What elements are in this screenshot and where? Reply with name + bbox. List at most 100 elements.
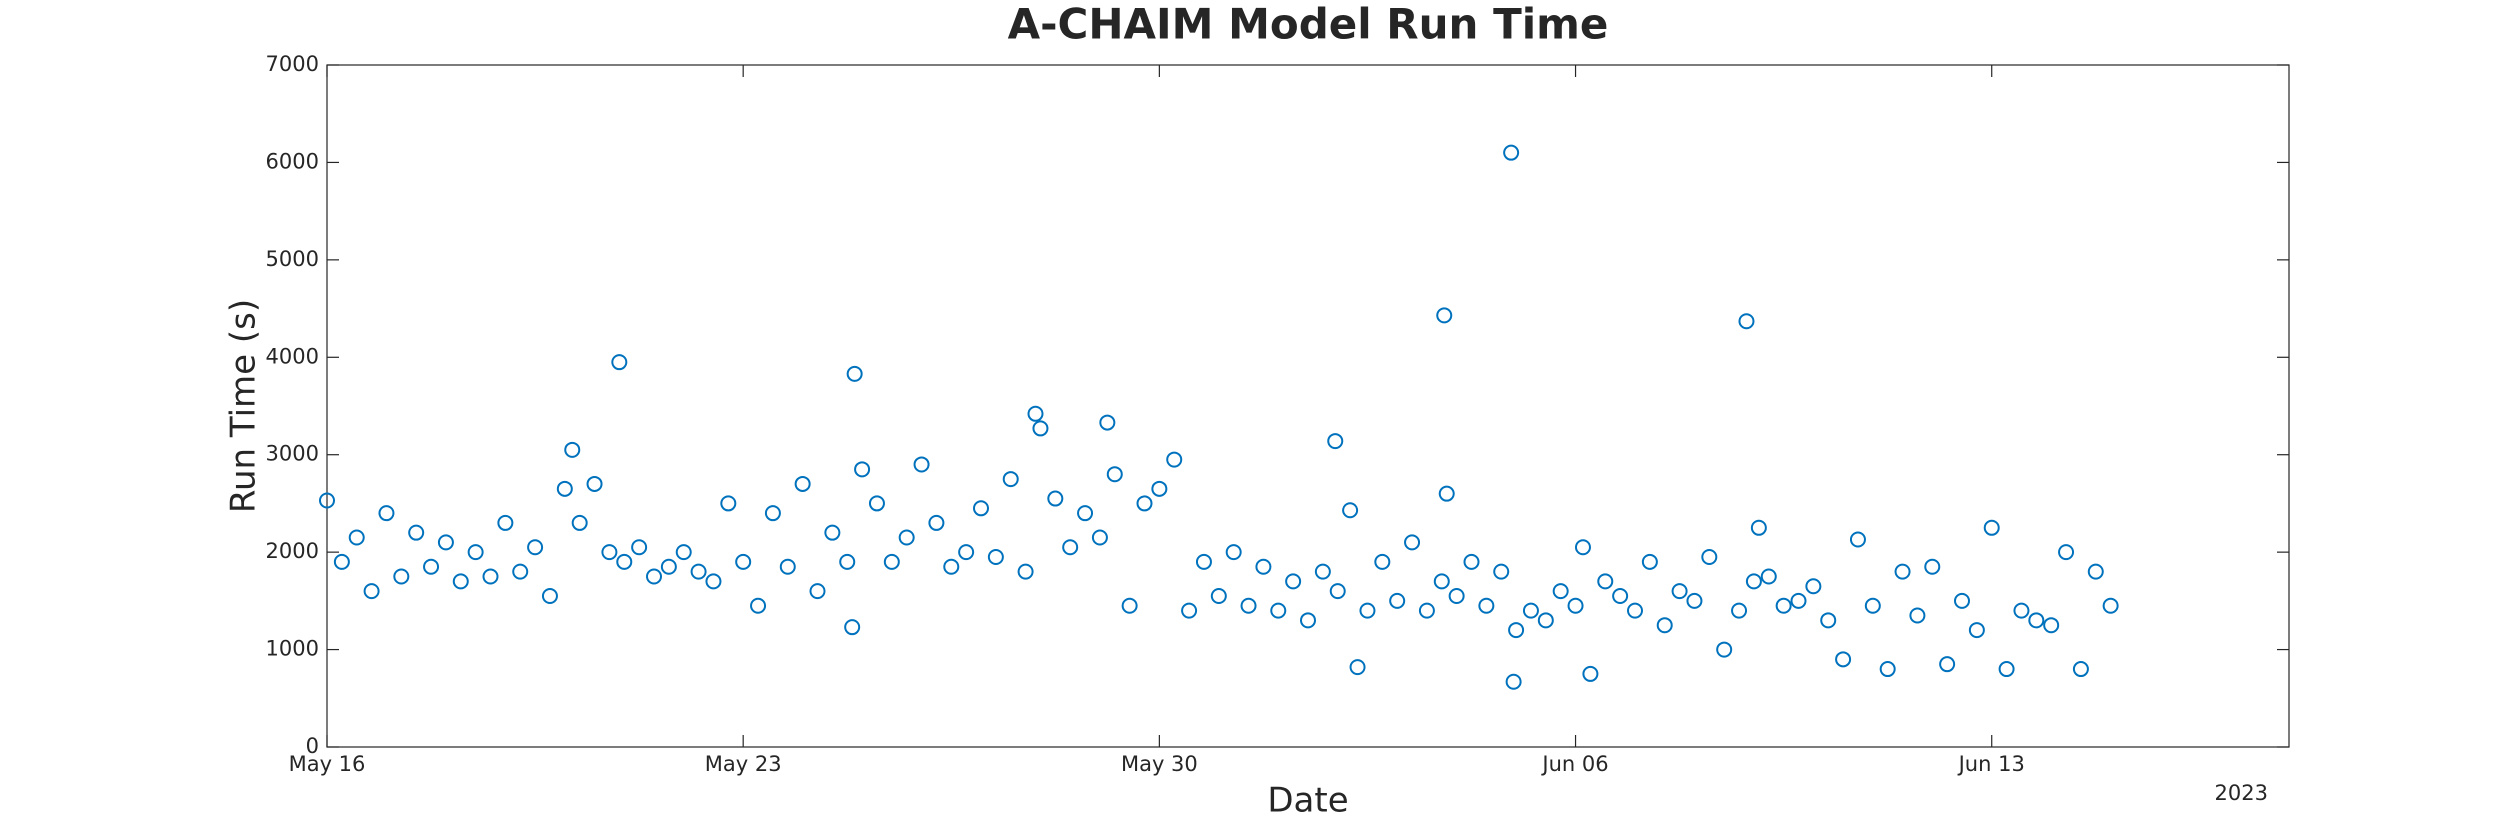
point [1760,568,1777,585]
point [1418,602,1435,619]
point [378,505,395,522]
x-year-label: 2023 [2215,781,2268,805]
point [333,553,350,570]
point [601,544,618,561]
point [512,563,529,580]
point [1121,597,1138,614]
point [556,480,573,497]
x-axis-label: Date [1267,781,1348,821]
point [1820,612,1837,629]
point [958,544,975,561]
x-tick-label: May 30 [1121,752,1198,776]
point [541,587,558,604]
y-tick-label: 2000 [266,539,319,563]
point [2058,544,2075,561]
point [1389,592,1406,609]
point [1597,573,1614,590]
point [2013,602,2030,619]
y-tick-label: 6000 [266,149,319,173]
point [1716,641,1733,658]
point [660,558,677,575]
point [794,475,811,492]
point [854,461,871,478]
y-tick-label: 3000 [266,442,319,466]
point [1939,656,1956,673]
point [2043,617,2060,634]
point [2028,612,2045,629]
point [1463,553,1480,570]
point [675,544,692,561]
point [423,558,440,575]
point [1998,661,2015,678]
point [2102,597,2119,614]
point [839,553,856,570]
x-tick-label: May 23 [705,752,782,776]
point [1745,573,1762,590]
point [467,544,484,561]
point [1671,583,1688,600]
point [1166,451,1183,468]
point [437,534,454,551]
point [1641,553,1658,570]
point [973,500,989,517]
point [408,524,425,541]
point [1849,531,1866,548]
point [824,524,841,541]
point [735,553,752,570]
point [1314,563,1331,580]
point [1255,558,1272,575]
point [1954,592,1970,609]
point [1478,597,1495,614]
point [1240,597,1257,614]
point [586,475,603,492]
y-tick-label: 5000 [266,247,319,271]
point [1835,651,1852,668]
point [2072,661,2089,678]
point [1349,659,1366,676]
point [1738,313,1755,330]
point [1790,592,1807,609]
point [1582,665,1599,682]
point [809,583,826,600]
point [1924,558,1941,575]
point [779,558,796,575]
point [987,549,1004,566]
point [1552,583,1569,600]
point [1503,144,1520,161]
point [720,495,737,512]
point [393,568,410,585]
point [2087,563,2104,580]
point [527,539,544,556]
point [1438,485,1455,502]
point [1522,602,1539,619]
point [1493,563,1510,580]
point [928,514,945,531]
point [1567,597,1584,614]
point [1374,553,1391,570]
point [690,563,707,580]
point [1537,612,1554,629]
point [1002,471,1019,488]
point [611,354,628,371]
point [1433,573,1450,590]
point [1894,563,1911,580]
point [1195,553,1212,570]
point [1300,612,1316,629]
point [319,492,335,509]
point [497,514,514,531]
point [1136,495,1153,512]
point [1285,573,1302,590]
point [1181,602,1198,619]
point [646,568,662,585]
point [1270,602,1287,619]
point [1077,505,1094,522]
point [1656,617,1673,634]
point [1329,583,1346,600]
point [913,456,930,473]
x-tick-label: Jun 06 [1540,752,1608,776]
point [1627,602,1643,619]
point [1505,673,1522,690]
x-tick-label: May 16 [289,752,366,776]
y-tick-label: 0 [306,734,319,758]
